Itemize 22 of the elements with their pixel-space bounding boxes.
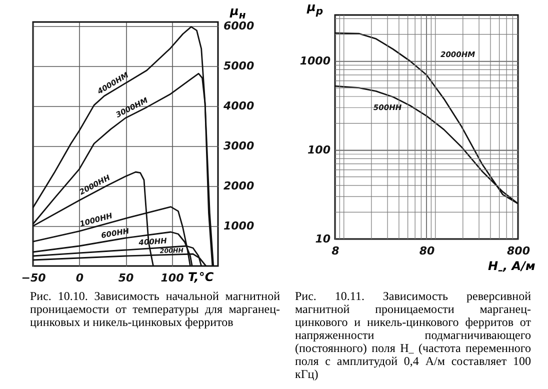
y-tick-label: 3000 (224, 140, 254, 152)
x-tick-label: 0 (76, 272, 84, 284)
x-tick-label: 80 (419, 244, 435, 258)
y-tick-label: 1000 (300, 54, 331, 68)
y-tick-label: 2000 (224, 180, 254, 192)
x-tick-label: 8 (332, 244, 340, 258)
text: Рис. 10.10. Зависимость начальной магнитной проницаемости от температуры для марганец-цинковых и никель-цинковых ферритов (30, 289, 280, 329)
y-tick-label: 100 (308, 144, 331, 157)
y-tick-label: 6000 (224, 20, 254, 32)
x-tick-label: 50 (118, 272, 134, 284)
x-axis-title: T,°C (188, 270, 214, 284)
x-tick-label: 100 (160, 272, 184, 284)
y-axis-title: μ$_{р}$ (307, 0, 324, 18)
text: Рис. 10.11. Зависимость реверсивной магнитной проницаемости марганец-цинкового и никель-цинкового ферритов от напряженности подмагничивающего (постоянного) поля H$_{–}$ (частота переменного поля с амплитудой 0,4 А/м составляет 100 кГц) (295, 289, 531, 381)
y-tick-label: 1000 (224, 220, 254, 232)
y-tick-label: 10 (315, 232, 331, 246)
x-tick-label: −50 (21, 272, 46, 284)
y-tick-label: 5000 (224, 60, 254, 72)
x-axis-title: H$_{–}$, А/м (488, 259, 536, 276)
y-tick-label: 4000 (222, 100, 254, 112)
x-tick-label: 800 (507, 244, 530, 258)
y-axis-title: μ$_{н}$ (230, 4, 246, 22)
